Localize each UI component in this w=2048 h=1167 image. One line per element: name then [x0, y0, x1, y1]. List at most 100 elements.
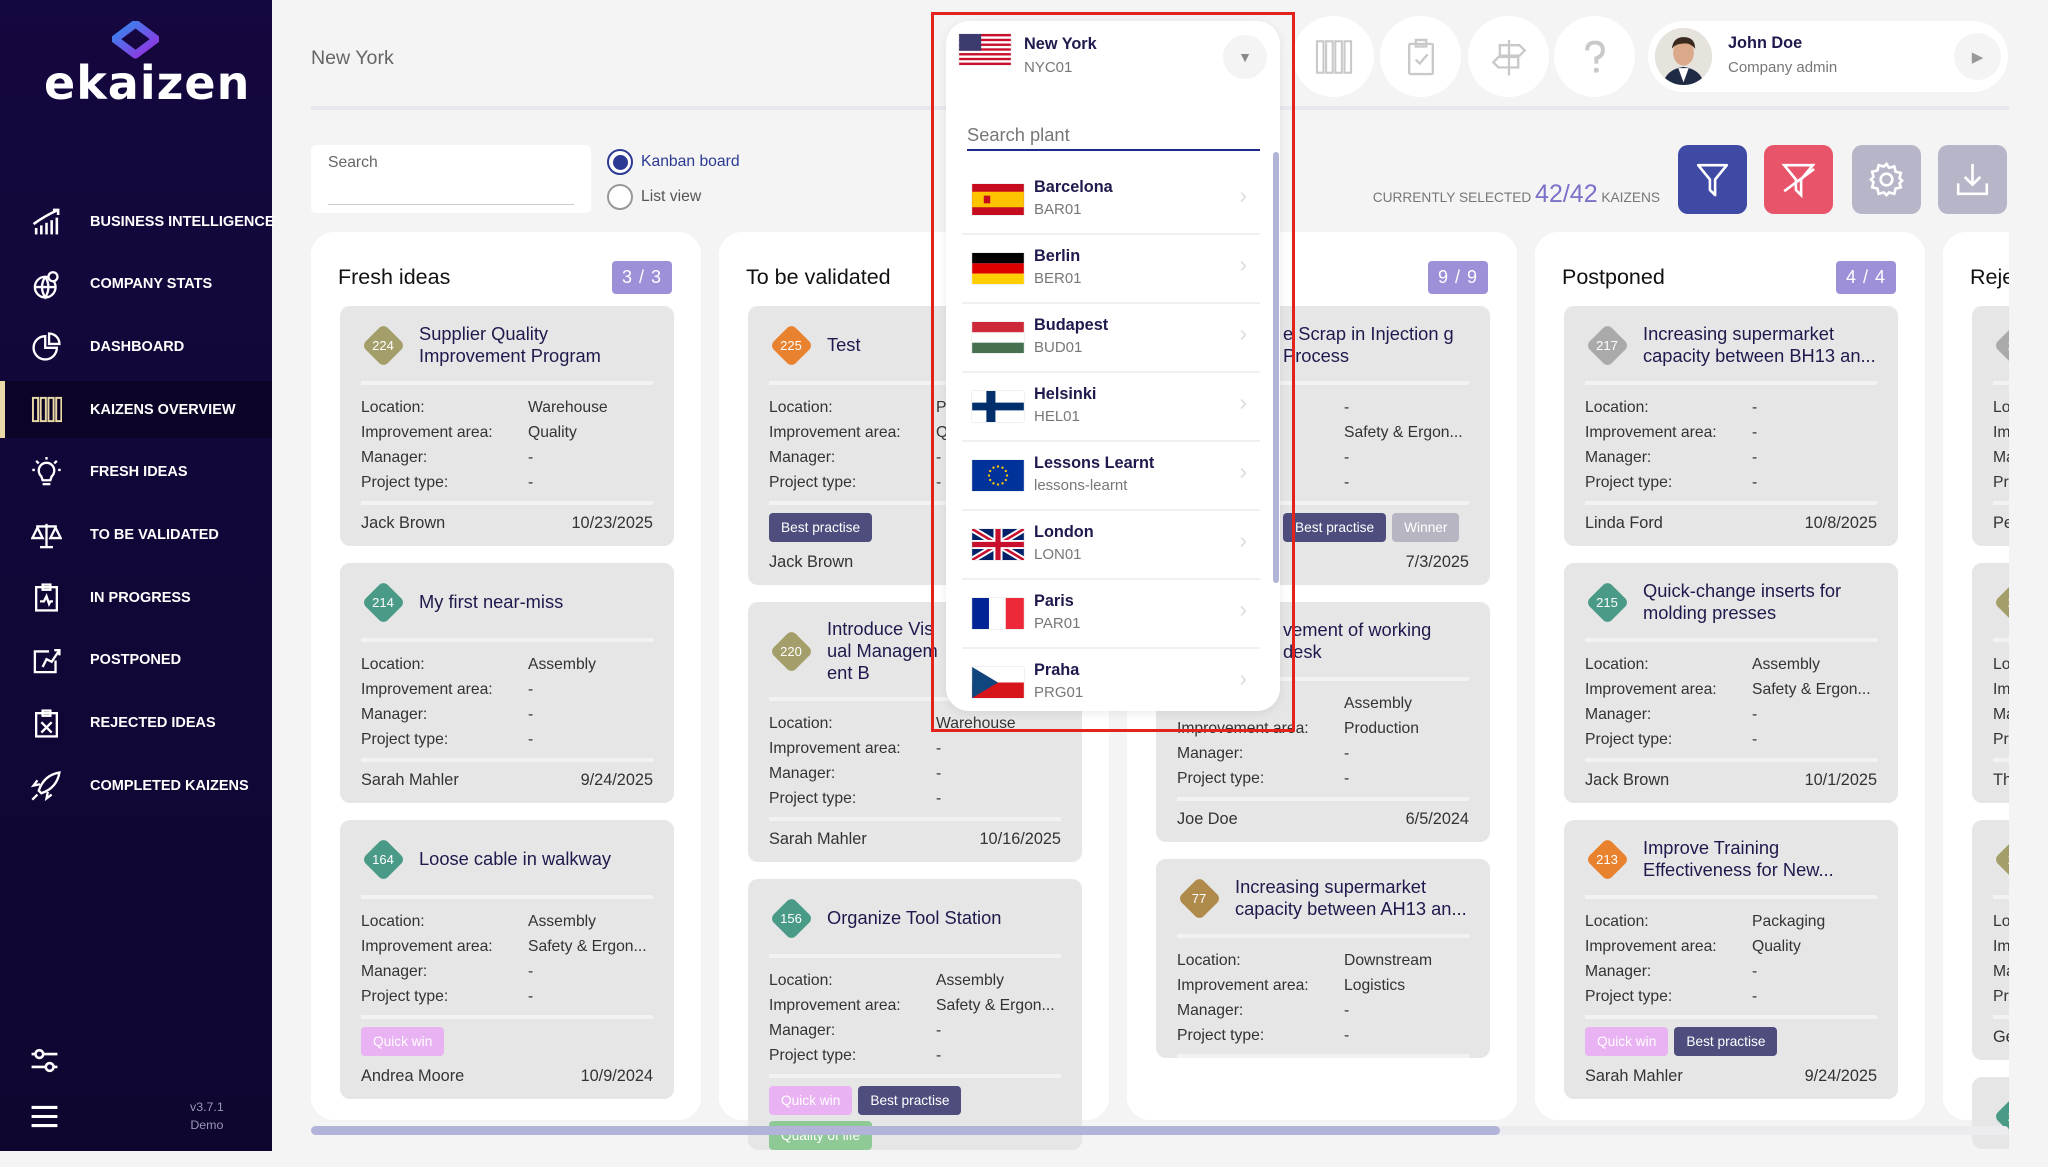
sidebar-item-kaizens-overview[interactable]: KAIZENS OVERVIEW	[0, 381, 272, 439]
field-value: Assembly	[528, 656, 596, 673]
sidebar-item-rejected-ideas[interactable]: REJECTED IDEAS	[0, 695, 272, 752]
kanban-view-button[interactable]	[1293, 16, 1374, 97]
kanban-column: Reje 22 Location: Improvement area: Manager:…	[1943, 232, 2009, 1149]
kaizen-card[interactable]: 217 Increasing supermarket capacity betwe…	[1564, 306, 1898, 546]
field-value: Safety & Ergon...	[1752, 681, 1871, 698]
kaizen-author: Jack Brown	[361, 514, 446, 532]
field-value: -	[528, 706, 534, 723]
clipboard-pulse-icon	[35, 583, 58, 612]
plant-search-input[interactable]	[967, 120, 1260, 151]
user-menu[interactable]: John Doe Company admin ▶	[1648, 21, 2008, 92]
card-field: Manager:	[1993, 959, 2009, 984]
plant-option-lessons-learnt[interactable]: Lessons Learnt lessons-learnt ›	[962, 442, 1260, 511]
kaizen-card[interactable]: 213 Improve Training Effectiveness for Ne…	[1564, 820, 1898, 1099]
roadmap-button[interactable]	[1468, 16, 1549, 97]
card-field: Location: Packaging	[1585, 909, 1877, 934]
sidebar-item-to-be-validated[interactable]: TO BE VALIDATED	[0, 507, 272, 564]
card-field: Manager: -	[769, 445, 1061, 470]
kaizen-card[interactable]: 77 Increasing supermarket capacity betwee…	[1156, 859, 1490, 1058]
field-label: Improvement area:	[1585, 424, 1717, 441]
plant-option-london[interactable]: London LON01 ›	[962, 511, 1260, 580]
sliders-icon[interactable]	[29, 1045, 60, 1076]
kaizen-title: Increasing supermarket capacity between …	[1643, 323, 1876, 366]
plant-option-berlin[interactable]: Berlin BER01 ›	[962, 235, 1260, 304]
scrollbar-thumb[interactable]	[311, 1126, 1500, 1135]
divider	[1585, 381, 1877, 385]
column-count-badge: 4 / 4	[1835, 261, 1896, 294]
settings-button[interactable]	[1852, 145, 1921, 214]
question-icon	[1584, 40, 1605, 73]
kaizen-id: 156	[780, 910, 802, 926]
user-role: Company admin	[1728, 59, 1838, 76]
sidebar-item-fresh-ideas[interactable]: FRESH IDEAS	[0, 444, 272, 501]
kaizen-card[interactable]: 224 Supplier Quality Improvement Program L…	[340, 306, 674, 546]
search-input[interactable]	[328, 179, 574, 205]
download-button[interactable]	[1938, 145, 2007, 214]
field-value: -	[936, 474, 942, 491]
chevron-right-icon[interactable]: ▶	[1954, 33, 2001, 80]
kaizen-id-badge: 214	[361, 580, 405, 624]
plant-name: Barcelona	[1034, 178, 1113, 196]
tag-quick-win: Quick win	[769, 1086, 853, 1115]
kaizen-card[interactable]: 22 Location: Improvement area: Manager: Proj…	[1972, 306, 2009, 546]
kaizen-author: Linda Ford	[1585, 514, 1663, 532]
caret-down-icon[interactable]: ▼	[1223, 35, 1267, 79]
card-field: Project type:	[1993, 984, 2009, 1009]
sidebar-item-in-progress[interactable]: IN PROGRESS	[0, 569, 272, 626]
plant-option-barcelona[interactable]: Barcelona BAR01 ›	[962, 166, 1260, 235]
flag-eu-icon	[972, 460, 1024, 491]
clear-filter-button[interactable]	[1764, 145, 1833, 214]
field-label: Improvement area:	[1177, 720, 1309, 737]
field-label: Project type:	[1585, 474, 1673, 491]
help-button[interactable]	[1554, 16, 1635, 97]
field-value: Downstream	[1344, 952, 1433, 969]
kaizen-card[interactable]: 156 Organize Tool Station Location: Assembl…	[748, 879, 1082, 1150]
kaizen-id-badge: 21	[1993, 1094, 2009, 1138]
flag-fr-icon	[972, 598, 1024, 629]
kaizen-card[interactable]: 22 Location: Improvement area: Manager: Proj…	[1972, 820, 2009, 1060]
field-label: Location:	[769, 715, 833, 732]
filter-button[interactable]	[1678, 145, 1747, 214]
kaizen-id: 225	[780, 337, 802, 353]
kaizen-card[interactable]: 164 Loose cable in walkway Location: Assemb…	[340, 820, 674, 1099]
user-name: John Doe	[1728, 34, 1803, 52]
plant-option-paris[interactable]: Paris PAR01 ›	[962, 580, 1260, 649]
column-count-badge: 9 / 9	[1427, 261, 1488, 294]
sidebar-item-business-intelligence[interactable]: BUSINESS INTELLIGENCE	[0, 193, 275, 250]
plant-option-praha[interactable]: Praha PRG01 ›	[962, 649, 1260, 711]
horizontal-scrollbar[interactable]	[311, 1126, 2009, 1135]
sidebar-item-postponed[interactable]: POSTPONED	[0, 632, 272, 689]
field-value: -	[936, 765, 942, 782]
divider	[1177, 677, 1469, 681]
kanban-board-radio[interactable]: Kanban board	[607, 149, 740, 175]
plant-code: BER01	[1034, 270, 1082, 287]
kaizen-card[interactable]: 215 Quick-change inserts for molding pres…	[1564, 563, 1898, 803]
plant-option-budapest[interactable]: Budapest BUD01 ›	[962, 304, 1260, 373]
current-plant[interactable]	[959, 34, 1011, 65]
field-label: Location:	[769, 399, 833, 416]
card-field: Project type: -	[769, 786, 1061, 811]
kaizen-id-badge: 156	[769, 896, 813, 940]
sidebar-item-completed-kaizens[interactable]: COMPLETED KAIZENS	[0, 757, 272, 814]
card-field: -	[1177, 445, 1469, 470]
sidebar-item-dashboard[interactable]: DASHBOARD	[0, 318, 272, 375]
field-value: -	[1344, 399, 1350, 416]
plant-option-helsinki[interactable]: Helsinki HEL01 ›	[962, 373, 1260, 442]
tasks-button[interactable]	[1380, 16, 1461, 97]
card-field: Safety & Ergon...	[1177, 420, 1469, 445]
list-view-radio[interactable]: List view	[607, 184, 701, 210]
sidebar-item-company-stats[interactable]: COMPANY STATS	[0, 256, 272, 313]
field-label: Location:	[1585, 656, 1649, 673]
dropdown-scrollbar[interactable]	[1273, 152, 1279, 583]
kaizen-card[interactable]: 22 Location: Improvement area: Manager: Proj…	[1972, 563, 2009, 803]
field-value: -	[1752, 988, 1758, 1005]
kanban-column: 9 / 9 e Scrap in Injection g Process - Safe…	[1127, 232, 1517, 1120]
kaizen-card[interactable]: 21	[1972, 1077, 2009, 1149]
plant-list: Barcelona BAR01 › Berlin BER01 › Budapest BUD01…	[962, 166, 1260, 711]
flag-fi-icon	[972, 391, 1024, 422]
kaizen-card[interactable]: 214 My first near-miss Location: Assembly Im…	[340, 563, 674, 803]
field-label: Project type:	[361, 474, 449, 491]
field-value: -	[528, 963, 534, 980]
hamburger-menu-icon[interactable]	[29, 1101, 60, 1132]
lightbulb-icon	[32, 456, 61, 486]
